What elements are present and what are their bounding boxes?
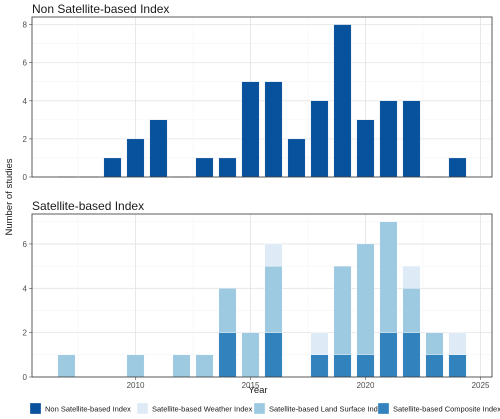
plot-border — [31, 16, 493, 178]
bar-2015 — [241, 81, 260, 178]
legend-label: Satellite-based Composite Index — [393, 405, 500, 414]
legend-label: Satellite-based Weather Index — [152, 405, 253, 414]
bar-2020 — [356, 243, 375, 355]
bar-2019 — [333, 354, 352, 378]
bar-2021 — [379, 100, 398, 178]
bar-2023 — [425, 332, 444, 355]
bar-2014 — [218, 157, 237, 178]
bar-2018 — [310, 354, 329, 378]
bar-2022 — [402, 100, 421, 178]
y-tick-label: 2 — [23, 135, 28, 144]
x-tick-label: 2020 — [357, 381, 375, 390]
bar-2021 — [379, 332, 398, 378]
bar-2024 — [448, 157, 467, 178]
legend-swatch — [29, 402, 42, 415]
bar-2024 — [448, 332, 467, 355]
x-tick-label: 2025 — [472, 381, 490, 390]
bar-2016 — [264, 243, 283, 267]
bar-2019 — [333, 24, 352, 178]
x-tick-label: 2015 — [242, 381, 260, 390]
y-tick-label: 0 — [23, 173, 28, 182]
bar-2017 — [287, 138, 306, 178]
legend: Non Satellite-based Index Satellite-based… — [29, 402, 500, 415]
bar-2023 — [425, 354, 444, 378]
bar-2024 — [448, 354, 467, 378]
legend-swatch — [136, 402, 149, 415]
x-axis-title: Year — [248, 385, 267, 396]
panel-satellite: 0 2 4 6 2010 2015 2020 2025 — [23, 213, 493, 390]
bar-2016 — [264, 332, 283, 378]
x-tick-label: 2010 — [127, 381, 145, 390]
panel-non-satellite: 0 2 4 6 8 — [23, 16, 493, 182]
bar-2013 — [195, 354, 214, 378]
y-tick-label: 6 — [23, 59, 28, 68]
bar-2011 — [149, 119, 168, 178]
bar-2007 — [57, 354, 76, 378]
bar-2013 — [195, 157, 214, 178]
legend-swatch — [377, 402, 390, 415]
bar-2014 — [218, 332, 237, 378]
panel-title-bottom: Satellite-based Index — [32, 199, 144, 213]
bar-2012 — [172, 354, 191, 378]
bar-2019 — [333, 265, 352, 355]
bar-2021 — [379, 221, 398, 333]
bar-2020 — [356, 354, 375, 378]
bar-2022 — [402, 288, 421, 333]
bar-2016 — [264, 81, 283, 178]
legend-label: Satellite-based Land Surface Index — [269, 405, 386, 414]
panel-title-top: Non Satellite-based Index — [32, 2, 169, 16]
plot-border — [31, 213, 493, 378]
bar-2022 — [402, 332, 421, 378]
bar-2009 — [103, 157, 122, 178]
y-axis-title: Number of studies — [4, 158, 15, 235]
legend-swatch — [253, 402, 266, 415]
y-tick-label: 0 — [23, 373, 28, 382]
bar-2018 — [310, 332, 329, 355]
bar-2016 — [264, 265, 283, 333]
bar-2010 — [126, 354, 145, 378]
y-tick-label: 4 — [23, 284, 28, 293]
bar-2020 — [356, 119, 375, 178]
y-tick-label: 6 — [23, 240, 28, 249]
bar-2014 — [218, 288, 237, 333]
bar-2010 — [126, 138, 145, 178]
bar-2022 — [402, 265, 421, 289]
bar-2015 — [241, 332, 260, 378]
y-tick-label: 2 — [23, 329, 28, 338]
bar-2018 — [310, 100, 329, 178]
legend-label: Non Satellite-based Index — [45, 405, 131, 414]
y-tick-label: 4 — [23, 97, 28, 106]
y-tick-label: 8 — [23, 21, 28, 30]
